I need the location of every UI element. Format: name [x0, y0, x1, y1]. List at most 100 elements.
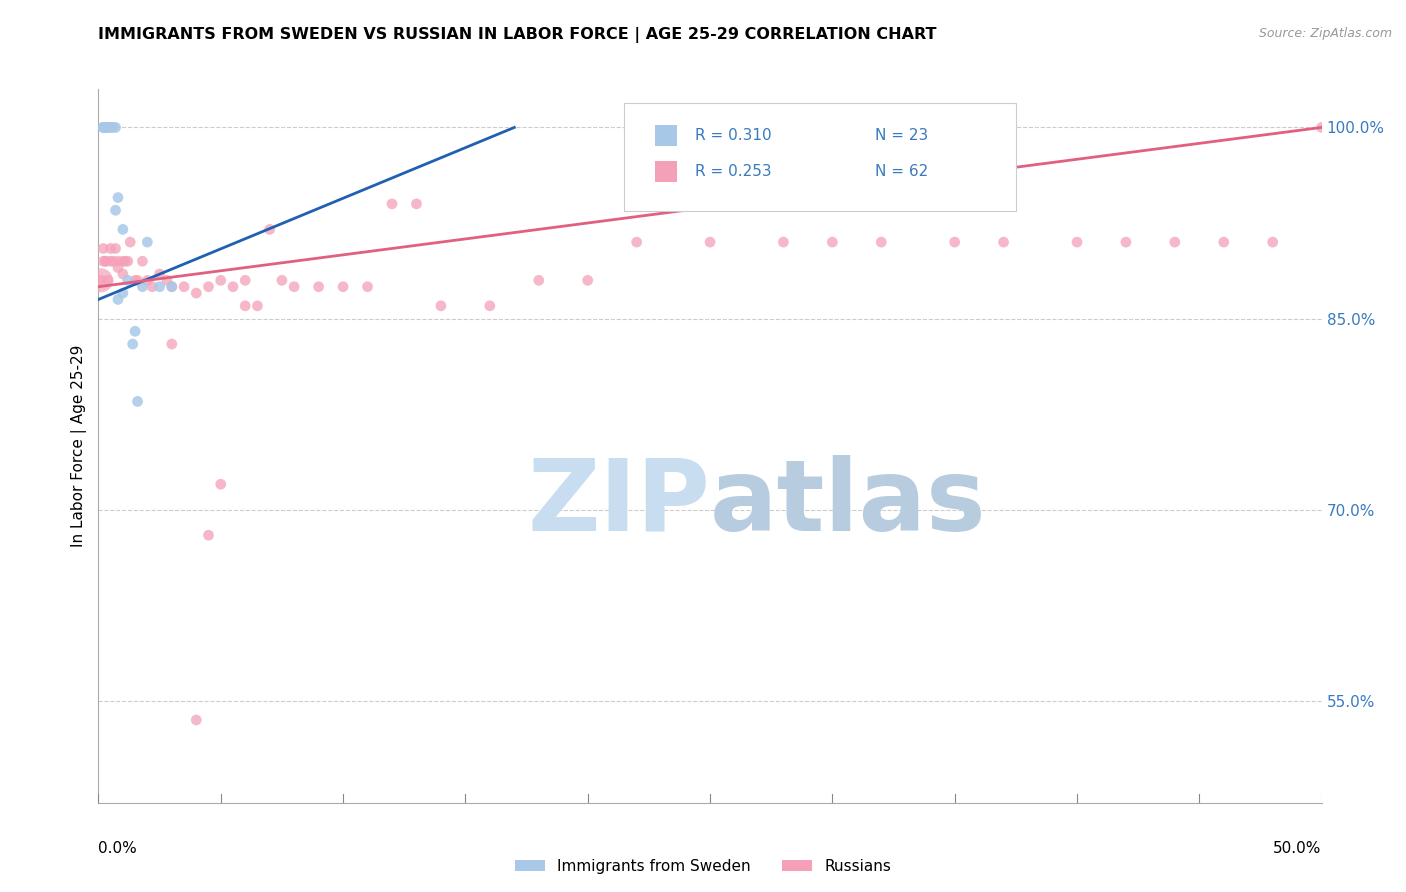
Point — [127, 394, 149, 409]
Point — [381, 197, 404, 211]
Point — [124, 324, 146, 338]
Point — [120, 235, 142, 249]
Point — [107, 260, 129, 275]
Point — [121, 337, 143, 351]
Text: ZIP: ZIP — [527, 455, 710, 551]
Point — [1115, 235, 1137, 249]
Point — [209, 477, 232, 491]
Point — [94, 120, 117, 135]
Point — [233, 299, 256, 313]
Point — [160, 279, 183, 293]
Point — [233, 273, 256, 287]
Point — [149, 267, 172, 281]
Point — [209, 273, 232, 287]
Point — [943, 235, 966, 249]
Point — [94, 254, 117, 268]
Point — [100, 120, 122, 135]
Point — [160, 279, 183, 293]
Point — [173, 279, 195, 293]
Text: N = 23: N = 23 — [875, 128, 928, 143]
Point — [186, 286, 208, 301]
Point — [131, 254, 153, 268]
Point — [124, 273, 146, 287]
Point — [993, 235, 1015, 249]
Point — [100, 242, 122, 256]
Point — [197, 528, 219, 542]
FancyBboxPatch shape — [655, 125, 678, 146]
Point — [332, 279, 354, 293]
Point — [101, 120, 124, 135]
Point — [308, 279, 330, 293]
Point — [111, 286, 134, 301]
Point — [1261, 235, 1284, 249]
Point — [870, 235, 893, 249]
Point — [626, 235, 648, 249]
Point — [1164, 235, 1187, 249]
Point — [576, 273, 599, 287]
Text: Source: ZipAtlas.com: Source: ZipAtlas.com — [1258, 27, 1392, 40]
Point — [1066, 235, 1088, 249]
Point — [107, 254, 129, 268]
Point — [97, 120, 120, 135]
Point — [91, 120, 114, 135]
Text: R = 0.310: R = 0.310 — [696, 128, 772, 143]
Point — [104, 203, 127, 218]
Text: 0.0%: 0.0% — [98, 841, 138, 856]
Point — [117, 273, 139, 287]
Point — [160, 337, 183, 351]
Point — [91, 120, 114, 135]
Point — [821, 235, 844, 249]
Point — [100, 254, 122, 268]
Point — [430, 299, 453, 313]
Point — [97, 120, 120, 135]
Point — [222, 279, 245, 293]
Point — [1212, 235, 1234, 249]
Point — [136, 273, 159, 287]
FancyBboxPatch shape — [655, 161, 678, 182]
Point — [114, 254, 136, 268]
Point — [117, 254, 139, 268]
Point — [478, 299, 501, 313]
Point — [356, 279, 378, 293]
Point — [405, 197, 427, 211]
Point — [94, 254, 117, 268]
Point — [127, 273, 149, 287]
Text: IMMIGRANTS FROM SWEDEN VS RUSSIAN IN LABOR FORCE | AGE 25-29 CORRELATION CHART: IMMIGRANTS FROM SWEDEN VS RUSSIAN IN LAB… — [98, 27, 936, 43]
Point — [141, 279, 163, 293]
Text: R = 0.253: R = 0.253 — [696, 164, 772, 178]
Point — [197, 279, 219, 293]
Point — [97, 273, 120, 287]
Text: atlas: atlas — [710, 455, 987, 551]
Point — [527, 273, 550, 287]
Point — [246, 299, 269, 313]
Y-axis label: In Labor Force | Age 25-29: In Labor Force | Age 25-29 — [72, 345, 87, 547]
Point — [90, 273, 112, 287]
Point — [699, 235, 721, 249]
Point — [111, 222, 134, 236]
Point — [149, 279, 172, 293]
Point — [111, 254, 134, 268]
Point — [1310, 120, 1333, 135]
Point — [283, 279, 305, 293]
Text: N = 62: N = 62 — [875, 164, 928, 178]
Legend: Immigrants from Sweden, Russians: Immigrants from Sweden, Russians — [509, 853, 897, 880]
Point — [186, 713, 208, 727]
Point — [91, 254, 114, 268]
Point — [136, 235, 159, 249]
Point — [91, 242, 114, 256]
FancyBboxPatch shape — [624, 103, 1015, 211]
Point — [107, 190, 129, 204]
Point — [270, 273, 294, 287]
Point — [104, 120, 127, 135]
Point — [131, 279, 153, 293]
Point — [107, 293, 129, 307]
Point — [94, 120, 117, 135]
Point — [259, 222, 281, 236]
Point — [104, 242, 127, 256]
Point — [90, 273, 112, 287]
Point — [772, 235, 794, 249]
Point — [156, 273, 179, 287]
Point — [91, 120, 114, 135]
Point — [111, 267, 134, 281]
Text: 50.0%: 50.0% — [1274, 841, 1322, 856]
